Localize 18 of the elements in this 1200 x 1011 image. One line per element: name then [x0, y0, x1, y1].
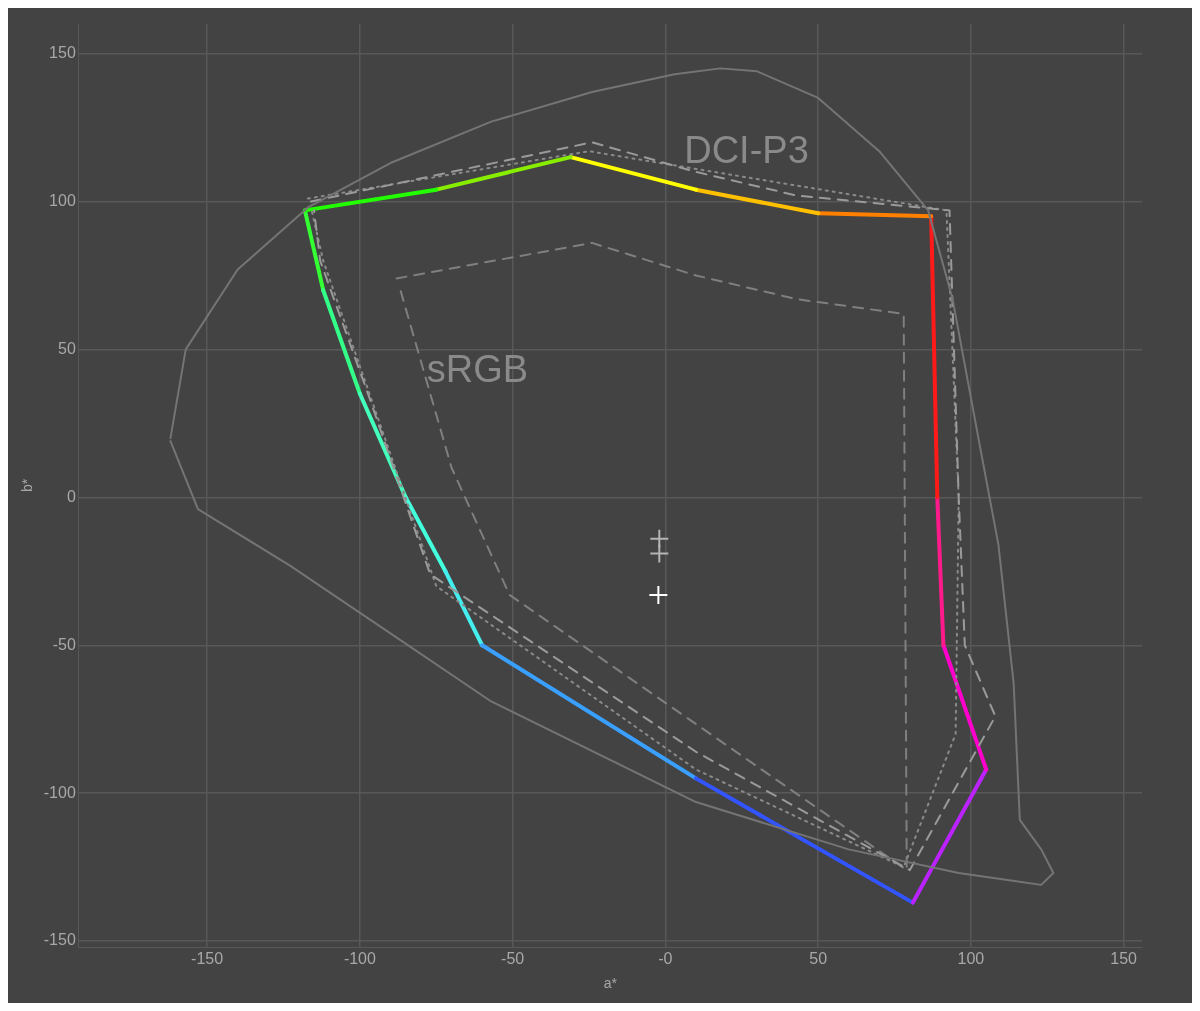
y-tick-label: 100 — [49, 191, 76, 209]
y-tick-label: -150 — [43, 931, 76, 949]
x-tick-label: 150 — [1110, 950, 1138, 968]
y-tick-label: -100 — [43, 783, 76, 801]
x-tick-label: -0 — [658, 950, 673, 968]
x-tick-label: -100 — [343, 950, 376, 968]
x-tick-label: -50 — [501, 950, 525, 968]
x-axis-title: a* — [603, 975, 618, 992]
y-tick-label: 50 — [58, 339, 76, 357]
annotation: DCI-P3 — [684, 128, 809, 171]
y-tick-label: -50 — [52, 635, 76, 653]
x-tick-label: -150 — [191, 950, 224, 968]
y-tick-label: 150 — [49, 43, 76, 61]
x-tick-label: 50 — [809, 950, 828, 968]
x-tick-label: 100 — [957, 950, 985, 968]
y-axis-title: b* — [19, 478, 36, 493]
annotation: sRGB — [426, 347, 529, 390]
y-tick-label: 0 — [66, 487, 76, 505]
